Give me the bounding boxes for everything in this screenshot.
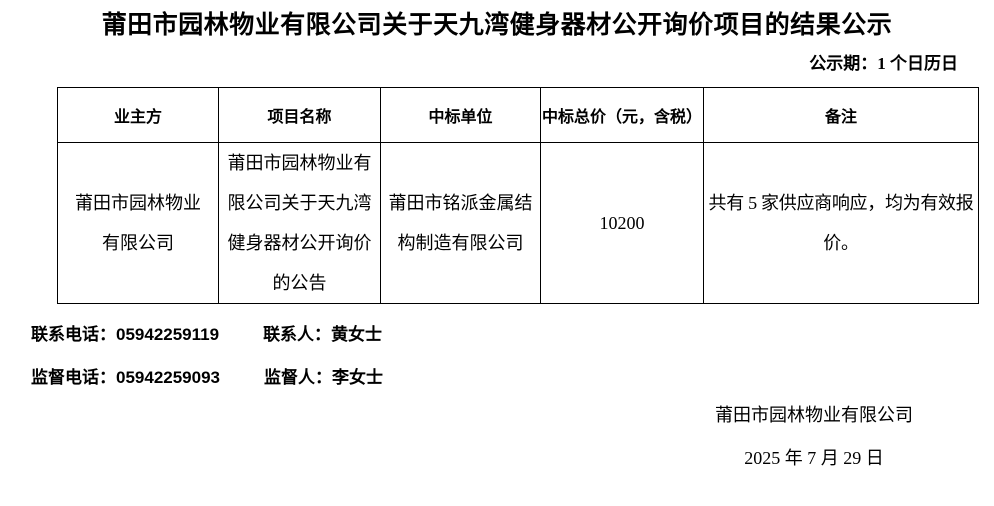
col-header-remark: 备注 — [703, 87, 979, 143]
supervision-person-label: 监督人： — [264, 368, 333, 387]
page-title: 莆田市园林物业有限公司关于天九湾健身器材公开询价项目的结果公示 — [101, 11, 893, 39]
contact-phone-label: 联系电话： — [31, 325, 116, 344]
result-table: 业主方 项目名称 中标单位 中标总价（元，含税） 备注 莆田市园林物业有限公司 … — [57, 87, 979, 304]
contact-person-label: 联系人： — [263, 325, 332, 344]
col-header-winning-bidder: 中标单位 — [380, 87, 541, 143]
contact-person-name: 黄女士 — [331, 325, 383, 344]
contact-line-supervision: 监督电话：05942259093 监督人：李女士 — [31, 366, 383, 390]
cell-project-name: 莆田市园林物业有限公司关于天九湾健身器材公开询价的公告 — [218, 142, 381, 304]
contact-phone-pair: 联系电话：05942259119 — [31, 323, 219, 347]
col-header-winning-price: 中标总价（元，含税） — [540, 87, 704, 143]
signature-company: 莆田市园林物业有限公司 — [715, 405, 913, 425]
contact-line-primary: 联系电话：05942259119 联系人：黄女士 — [31, 323, 382, 347]
supervision-phone-label: 监督电话： — [31, 368, 116, 387]
col-header-owner: 业主方 — [57, 87, 219, 143]
supervision-phone-number: 05942259093 — [116, 368, 221, 387]
contact-phone-number: 05942259119 — [116, 325, 220, 344]
signature-date: 2025 年 7 月 29 日 — [744, 448, 884, 468]
cell-owner: 莆田市园林物业有限公司 — [57, 142, 219, 304]
cell-winning-bidder: 莆田市铭派金属结构制造有限公司 — [380, 142, 541, 304]
supervision-person-pair: 监督人：李女士 — [264, 366, 383, 390]
table-header-row: 业主方 项目名称 中标单位 中标总价（元，含税） 备注 — [57, 87, 979, 143]
col-header-project-name: 项目名称 — [218, 87, 381, 143]
cell-remark: 共有 5 家供应商响应，均为有效报价。 — [703, 142, 979, 304]
supervision-person-name: 李女士 — [332, 368, 384, 387]
notice-period: 公示期：1 个日历日 — [809, 54, 958, 73]
table-row: 莆田市园林物业有限公司 莆田市园林物业有限公司关于天九湾健身器材公开询价的公告 … — [57, 142, 979, 304]
cell-winning-price: 10200 — [540, 142, 704, 304]
contact-person-pair: 联系人：黄女士 — [263, 323, 382, 347]
supervision-phone-pair: 监督电话：05942259093 — [31, 366, 220, 390]
